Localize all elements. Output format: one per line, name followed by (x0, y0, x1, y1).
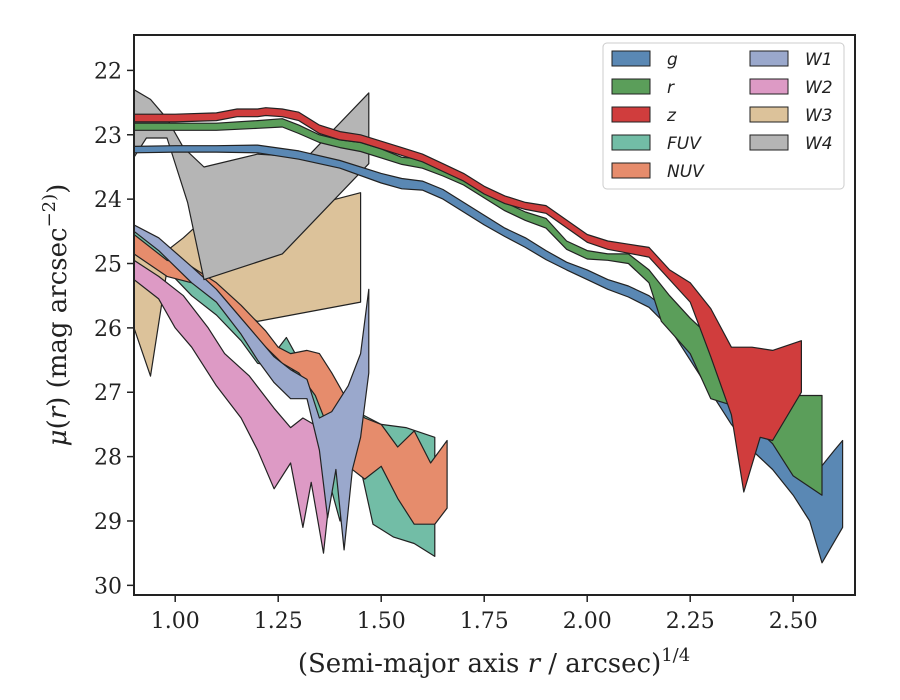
x-tick-label: 1.50 (357, 609, 406, 634)
y-tick-label: 27 (94, 381, 122, 406)
band-w1 (134, 224, 370, 551)
legend: grz FUV NUV W1 W2 W3 W4 (602, 42, 845, 190)
x-tick-label: 1.75 (460, 609, 509, 634)
legend-swatch-g (611, 50, 651, 67)
legend-label-w2: W2 (805, 78, 833, 98)
legend-label-w3: W3 (805, 106, 833, 126)
y-tick-label: 30 (94, 574, 122, 599)
legend-label-z: z (666, 106, 677, 126)
legend-swatch-w4 (749, 134, 789, 151)
band-z (134, 107, 802, 493)
legend-label-w1: W1 (805, 50, 833, 70)
band-w4 (134, 89, 370, 281)
y-tick-label: 25 (94, 253, 122, 278)
legend-swatch-fuv (611, 134, 651, 151)
legend-label-w4: W4 (805, 134, 833, 154)
legend-swatch-w2 (749, 78, 789, 95)
plot-frame (133, 34, 856, 596)
legend-swatch-z (611, 106, 651, 123)
legend-label-g: g (667, 50, 678, 70)
legend-swatch-r (611, 78, 651, 95)
y-tick-label: 24 (94, 188, 122, 213)
bands-layer (134, 89, 844, 564)
x-tick-label: 1.00 (151, 609, 200, 634)
band-w2 (134, 259, 341, 554)
x-tick-label: 1.25 (254, 609, 303, 634)
x-tick-label: 2.25 (666, 609, 715, 634)
x-tick-label: 2.00 (563, 609, 612, 634)
y-tick-label: 22 (94, 59, 122, 84)
y-tick-label: 23 (94, 124, 122, 149)
y-tick-label: 28 (94, 446, 122, 471)
legend-swatch-w1 (749, 50, 789, 67)
legend-swatch-w3 (749, 106, 789, 123)
y-axis: 22 23 24 25 26 27 28 29 30 (94, 59, 134, 599)
legend-label-fuv: FUV (667, 134, 702, 154)
x-axis-label: (Semi-major axis r / arcsec)1/4 (298, 645, 690, 679)
y-tick-label: 26 (94, 317, 122, 342)
x-tick-label: 2.50 (769, 609, 818, 634)
y-axis-label: μ(r) (mag arcsec−2)) (39, 184, 73, 447)
legend-label-nuv: NUV (667, 162, 705, 182)
legend-swatch-nuv (611, 162, 651, 179)
band-g (134, 144, 844, 564)
x-axis: 1.00 1.25 1.50 1.75 2.00 2.25 2.50 (151, 595, 818, 634)
legend-label-r: r (667, 78, 675, 98)
y-tick-label: 29 (94, 510, 122, 535)
band-w3 (134, 192, 362, 377)
